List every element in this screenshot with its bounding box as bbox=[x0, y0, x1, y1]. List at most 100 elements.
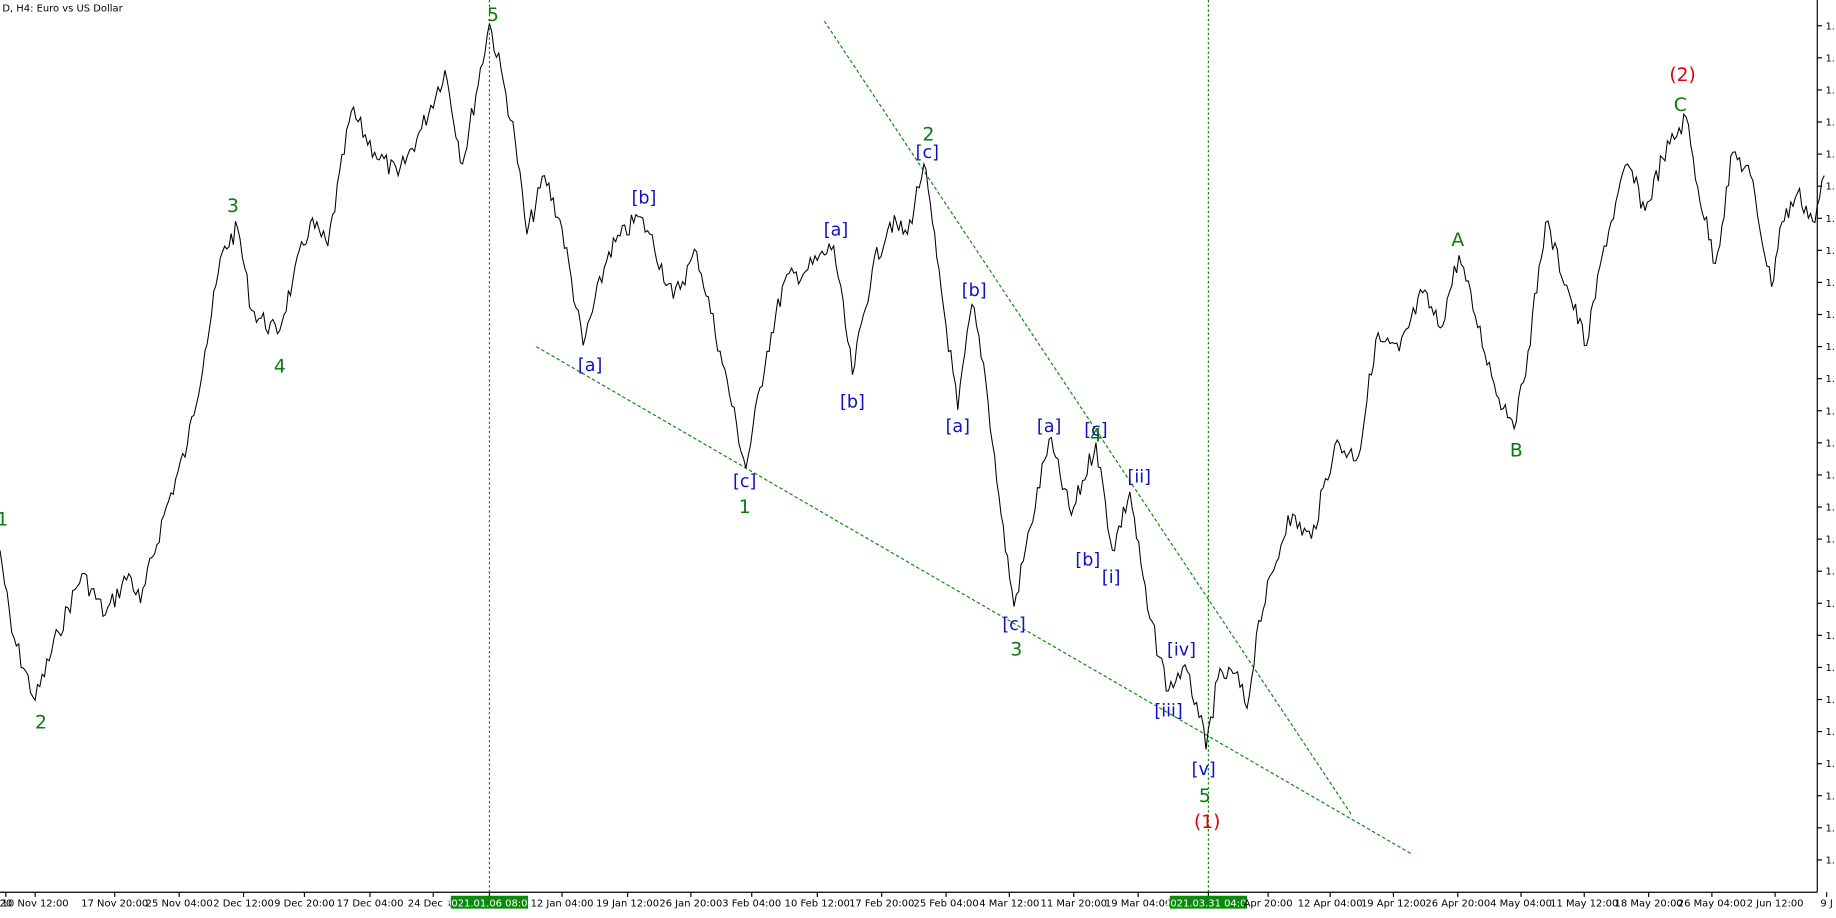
x-tick-label: 10 Feb 12:00 bbox=[785, 898, 850, 909]
x-tick-label: 26 Apr 20:00 bbox=[1425, 898, 1490, 909]
y-tick-label: 1. bbox=[1825, 503, 1834, 514]
wave-label: [a] bbox=[578, 356, 602, 376]
x-tick-label: 4 Mar 12:00 bbox=[979, 898, 1039, 909]
period-separators bbox=[488, 0, 1209, 893]
wave-label: [ii] bbox=[1128, 467, 1151, 487]
x-tick-label: 3 Feb 04:00 bbox=[722, 898, 781, 909]
wave-label: 4 bbox=[1090, 425, 1102, 446]
y-tick-label: 1. bbox=[1825, 118, 1834, 129]
y-tick-label: 1. bbox=[1825, 599, 1834, 610]
y-tick-label: 1. bbox=[1825, 823, 1834, 834]
x-tick-label: 2021.03.31 04:00 bbox=[1164, 898, 1253, 909]
x-tick-label: 9 Dec 20:00 bbox=[274, 898, 335, 909]
y-tick-label: 1. bbox=[1825, 631, 1834, 642]
y-tick-label: 1. bbox=[1825, 374, 1834, 385]
x-tick-label: 25 Feb 04:00 bbox=[914, 898, 979, 909]
wave-label: [b] bbox=[962, 281, 987, 301]
x-tick-label: 24 Dec 12 bbox=[408, 898, 459, 909]
x-tick-label: 9 J bbox=[1820, 898, 1832, 909]
price-line bbox=[0, 23, 1825, 750]
wave-label: 3 bbox=[1010, 640, 1022, 661]
x-tick-label: 26 May 04:00 bbox=[1678, 898, 1746, 909]
wave-label: B bbox=[1510, 441, 1523, 462]
x-tick-label: 25 Nov 04:00 bbox=[146, 898, 213, 909]
y-tick-label: 1. bbox=[1825, 310, 1834, 321]
y-tick-label: 1. bbox=[1825, 150, 1834, 161]
x-tick-label: 2021.01.06 08:00 bbox=[445, 898, 534, 909]
x-tick-label: 26 Jan 20:00 bbox=[659, 898, 722, 909]
chart-title: D, H4: Euro vs US Dollar bbox=[2, 4, 123, 15]
trend-line bbox=[823, 20, 1353, 817]
wave-label: 1 bbox=[739, 497, 751, 518]
wave-label: 5 bbox=[1199, 786, 1211, 807]
y-tick-label: 1. bbox=[1825, 695, 1834, 706]
y-tick-label: 1. bbox=[1825, 21, 1834, 32]
y-tick-label: 1. bbox=[1825, 535, 1834, 546]
x-tick-label: 17 Dec 04:00 bbox=[337, 898, 404, 909]
y-tick-label: 1. bbox=[1825, 182, 1834, 193]
wave-label: [b] bbox=[1075, 551, 1100, 571]
wave-label: [a] bbox=[824, 220, 848, 240]
x-tick-label: 12 Apr 04:00 bbox=[1298, 898, 1363, 909]
y-tick-label: 1. bbox=[1825, 470, 1834, 481]
y-tick-label: 1. bbox=[1825, 85, 1834, 96]
wave-label: (2) bbox=[1669, 65, 1696, 86]
y-tick-label: 1. bbox=[1825, 214, 1834, 225]
y-tick-label: 1. bbox=[1825, 406, 1834, 417]
x-tick-label: 18 May 20:00 bbox=[1615, 898, 1683, 909]
y-axis-labels: 1. 1. 1. 1. 1. 1. 1. 1. 1. 1. 1. 1. 1. 1. 1. 1. 1. 1. 1. 1.… bbox=[1817, 21, 1835, 866]
x-tick-label: 17 Nov 20:00 bbox=[81, 898, 148, 909]
x-tick-label: 11 May 12:00 bbox=[1550, 898, 1618, 909]
wave-label: C bbox=[1674, 95, 1687, 116]
wave-label: [c] bbox=[916, 143, 939, 163]
x-tick-label: 2 Jun 12:00 bbox=[1747, 898, 1804, 909]
x-tick-label: 17 Feb 20:00 bbox=[849, 898, 914, 909]
y-tick-label: 1. bbox=[1825, 855, 1834, 866]
wave-label: (1) bbox=[1194, 812, 1221, 833]
x-tick-label: 10 Nov 12:00 bbox=[2, 898, 69, 909]
wave-label: [b] bbox=[840, 392, 865, 412]
trend-line bbox=[535, 346, 1412, 855]
wave-label: [v] bbox=[1192, 760, 1216, 780]
x-tick-label: 19 Mar 04:00 bbox=[1105, 898, 1171, 909]
wave-label: [a] bbox=[946, 417, 970, 437]
wave-label: 5 bbox=[487, 5, 499, 26]
x-tick-label: 19 Jan 12:00 bbox=[596, 898, 659, 909]
wave-labels: 5 3 4 1 2 1 2 3 4 5 A B C [b] [a] [c] [a] [b] [c] [b] [a] [a]… bbox=[0, 5, 1696, 833]
wave-label: [i] bbox=[1102, 568, 1121, 588]
wave-label: [b] bbox=[632, 189, 657, 209]
wave-label: 3 bbox=[227, 196, 239, 217]
x-tick-label: 12 Jan 04:00 bbox=[531, 898, 594, 909]
wave-label: [a] bbox=[1037, 417, 1061, 437]
wave-label: 2 bbox=[923, 125, 935, 146]
wave-label: 2 bbox=[35, 712, 47, 733]
x-tick-label: 2 Dec 12:00 bbox=[213, 898, 274, 909]
y-tick-label: 1. bbox=[1825, 759, 1834, 770]
x-tick-label: 20 bbox=[0, 898, 12, 909]
y-tick-label: 1. bbox=[1825, 278, 1834, 289]
wave-label: 4 bbox=[274, 356, 286, 377]
x-tick-label: Apr 20:00 bbox=[1244, 898, 1293, 909]
y-tick-label: 1. bbox=[1825, 246, 1834, 257]
y-tick-label: 1. bbox=[1825, 53, 1834, 64]
y-tick-label: 1. bbox=[1825, 791, 1834, 802]
wave-label: [c] bbox=[1084, 421, 1107, 441]
x-tick-label: 11 Mar 20:00 bbox=[1041, 898, 1107, 909]
wave-label: 1 bbox=[0, 510, 8, 531]
y-tick-label: 1. bbox=[1825, 438, 1834, 449]
wave-label: [iv] bbox=[1167, 641, 1196, 661]
wave-label: [c] bbox=[1002, 615, 1025, 635]
wave-label: [iii] bbox=[1154, 702, 1182, 722]
y-tick-label: 1. bbox=[1825, 663, 1834, 674]
x-tick-label: 19 Apr 12:00 bbox=[1361, 898, 1426, 909]
y-tick-label: 1. bbox=[1825, 567, 1834, 578]
x-tick-label: 4 May 04:00 bbox=[1490, 898, 1552, 909]
y-tick-label: 1. bbox=[1825, 342, 1834, 353]
wave-label: A bbox=[1451, 230, 1464, 251]
x-label-highlight bbox=[1169, 895, 1248, 909]
x-label-highlight bbox=[450, 895, 529, 909]
